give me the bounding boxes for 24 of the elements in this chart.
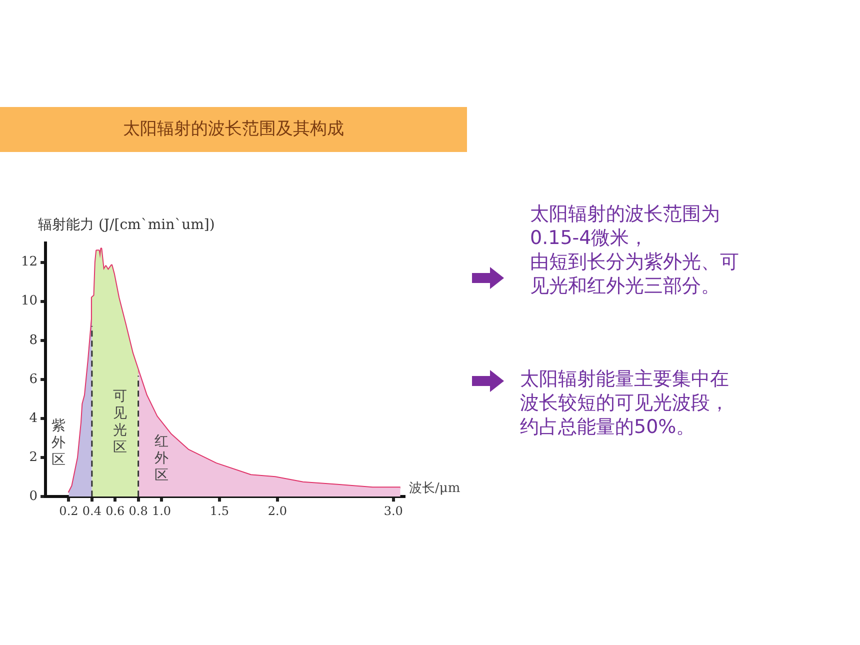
y-tick-label: 10	[20, 294, 38, 309]
x-tick-label: 1.0	[152, 504, 172, 518]
series-label: 可见光区	[112, 388, 127, 456]
y-tick-label: 2	[29, 450, 38, 465]
series-label: 红外区	[154, 433, 168, 484]
x-tick-label: 0.2	[59, 504, 78, 518]
x-tick-label: 3.0	[384, 504, 403, 518]
series-label: 紫外区	[52, 418, 66, 468]
y-axis-title: 辐射能力 (J/[cm`min`um])	[38, 216, 215, 234]
x-tick-label: 1.5	[210, 504, 230, 518]
y-tick-label: 6	[29, 372, 38, 387]
y-tick-label: 0	[29, 488, 38, 504]
x-tick-label: 2.0	[268, 504, 287, 518]
x-tick-label: 0.6	[106, 504, 125, 518]
x-tick-label: 0.8	[128, 504, 148, 518]
x-axis-title: 波长/μm	[409, 480, 460, 496]
text: 太阳辐射能量主要集中在波长较短的可见光波段，约占总能量的50%。	[520, 367, 730, 439]
y-tick-label: 8	[29, 332, 38, 348]
x-tick-label: 0.4	[82, 504, 102, 518]
text: 太阳辐射的波长范围为0.15-4微米，	[530, 202, 721, 250]
y-tick-label: 4	[29, 410, 38, 426]
y-tick-label: 12	[20, 254, 38, 270]
text: 由短到长分为紫外光、可见光和红外光三部分。	[530, 250, 740, 298]
chart-title: 太阳辐射的波长范围及其构成	[0, 107, 467, 152]
